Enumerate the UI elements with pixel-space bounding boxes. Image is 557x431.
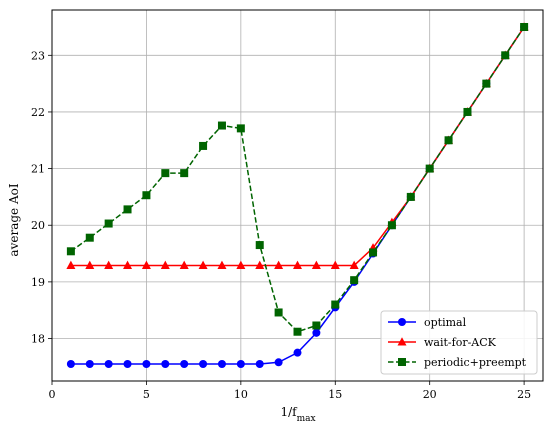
data-point bbox=[236, 360, 245, 369]
data-point bbox=[293, 327, 302, 336]
x-axis-label-sub: max bbox=[297, 414, 316, 424]
data-point bbox=[161, 360, 170, 369]
data-point bbox=[199, 360, 208, 369]
data-point bbox=[180, 360, 189, 369]
data-point bbox=[198, 260, 208, 269]
data-point bbox=[293, 260, 302, 269]
legend-marker bbox=[398, 318, 406, 326]
legend-marker bbox=[398, 358, 406, 366]
data-point bbox=[501, 51, 510, 60]
data-point bbox=[123, 260, 133, 269]
legend-label: optimal bbox=[424, 316, 467, 329]
y-axis-label: average AoI bbox=[7, 183, 21, 256]
data-point bbox=[406, 192, 415, 201]
data-point bbox=[199, 141, 208, 150]
data-point bbox=[85, 260, 95, 269]
data-point bbox=[66, 247, 75, 256]
data-point bbox=[369, 248, 378, 257]
data-point bbox=[274, 260, 284, 269]
data-point bbox=[444, 136, 453, 145]
data-point bbox=[123, 205, 132, 214]
data-point bbox=[274, 358, 283, 367]
data-point bbox=[293, 348, 302, 357]
data-point bbox=[85, 360, 94, 369]
x-axis-label: 1/fmax bbox=[280, 405, 315, 424]
x-axis-label-main: 1/f bbox=[280, 405, 298, 419]
x-tick-label: 15 bbox=[328, 388, 342, 401]
series-wait-for-ack bbox=[66, 22, 529, 269]
y-tick-label: 18 bbox=[31, 333, 45, 346]
plot-frame bbox=[51, 9, 544, 382]
data-point bbox=[255, 260, 265, 269]
data-point bbox=[104, 260, 114, 269]
data-point bbox=[236, 260, 246, 269]
data-point bbox=[312, 321, 321, 330]
legend-box bbox=[380, 310, 538, 375]
data-point bbox=[180, 169, 189, 178]
data-point bbox=[482, 79, 491, 88]
data-point bbox=[387, 221, 396, 230]
legend-label: periodic+preempt bbox=[424, 356, 527, 369]
series-layer bbox=[66, 22, 529, 369]
x-tick-label: 10 bbox=[234, 388, 248, 401]
data-point bbox=[350, 276, 359, 285]
series-line bbox=[70, 26, 525, 267]
x-tick-label: 25 bbox=[517, 388, 531, 401]
data-point bbox=[274, 308, 283, 317]
data-point bbox=[161, 169, 170, 178]
data-point bbox=[85, 233, 94, 242]
data-point bbox=[520, 22, 529, 31]
data-point bbox=[160, 260, 170, 269]
data-point bbox=[141, 260, 151, 269]
legend-marker bbox=[397, 337, 407, 346]
series-periodic-preempt bbox=[66, 22, 529, 336]
data-point bbox=[123, 360, 132, 369]
x-tick-label: 20 bbox=[423, 388, 437, 401]
y-tick-label: 21 bbox=[31, 163, 45, 176]
data-point bbox=[236, 124, 245, 133]
data-point bbox=[142, 191, 151, 200]
data-point bbox=[142, 360, 151, 369]
legend-label: wait-for-ACK bbox=[424, 336, 497, 349]
data-point bbox=[104, 360, 113, 369]
y-tick-label: 19 bbox=[31, 276, 45, 289]
data-point bbox=[463, 107, 472, 116]
data-point bbox=[331, 300, 340, 309]
data-point bbox=[311, 260, 321, 269]
data-point bbox=[349, 260, 359, 269]
data-point bbox=[66, 360, 75, 369]
series-line bbox=[70, 26, 525, 333]
data-point bbox=[425, 164, 434, 173]
grid bbox=[51, 10, 543, 381]
axes: 0 5 10 15 20 25 18 19 20 21 22 23 bbox=[31, 49, 531, 401]
y-tick-label: 20 bbox=[31, 219, 45, 232]
data-point bbox=[255, 241, 264, 250]
data-point bbox=[217, 360, 226, 369]
y-tick-label: 23 bbox=[31, 49, 45, 62]
data-point bbox=[255, 360, 264, 369]
data-point bbox=[312, 328, 321, 337]
data-point bbox=[179, 260, 189, 269]
y-tick-label: 22 bbox=[31, 106, 45, 119]
data-point bbox=[330, 260, 340, 269]
x-tick-label: 5 bbox=[143, 388, 150, 401]
x-tick-label: 0 bbox=[49, 388, 56, 401]
data-point bbox=[66, 260, 76, 269]
data-point bbox=[217, 260, 227, 269]
data-point bbox=[104, 219, 113, 228]
data-point bbox=[217, 121, 226, 130]
legend: optimal wait-for-ACK periodic+preempt bbox=[380, 310, 538, 375]
